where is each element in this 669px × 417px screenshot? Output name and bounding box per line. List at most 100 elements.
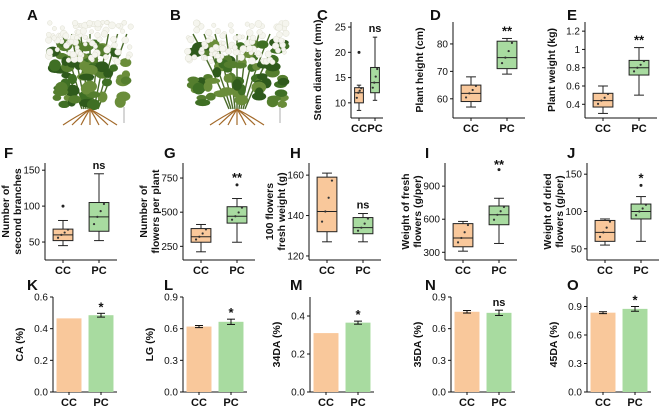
box-body: [226, 206, 248, 224]
x-tick-label: PC: [355, 265, 370, 277]
box-cc: [460, 76, 482, 108]
data-point: [603, 96, 606, 99]
plant-leaf: [52, 94, 62, 101]
flower-head: [184, 47, 192, 55]
data-point: [320, 220, 324, 223]
box-pc: [630, 183, 652, 242]
flower-head: [269, 59, 276, 65]
plant-leaf: [68, 95, 82, 104]
y-tick-label: 140: [287, 211, 304, 222]
y-tick-label: 1: [574, 45, 580, 56]
data-point: [596, 102, 600, 105]
data-point: [230, 218, 234, 221]
data-point: [600, 99, 603, 102]
flower-head: [94, 32, 101, 39]
flower-head: [227, 22, 234, 28]
plant-leaf: [255, 87, 264, 97]
plant-leaf: [223, 73, 233, 83]
bar-cc: [313, 333, 339, 392]
y-tick-label: 50: [571, 244, 583, 255]
flower-head: [249, 23, 255, 29]
x-tick-label: PC: [367, 123, 382, 135]
y-tick-label: 0.4: [291, 312, 305, 323]
panel-i: I 300 600 900 Weight of fresh flowers (g/per)…: [400, 145, 517, 277]
flower-head: [108, 21, 116, 30]
data-point: [96, 215, 99, 218]
bar-pc: [622, 308, 648, 392]
y-tick-label: 0.9: [432, 293, 446, 304]
plant-root: [71, 108, 91, 126]
box-body: [354, 87, 364, 104]
significance-label: *: [98, 299, 104, 314]
y-tick-label: 80: [437, 39, 449, 50]
flower-head: [191, 54, 198, 61]
data-point: [608, 220, 612, 223]
bar-cc: [186, 326, 212, 392]
flower-head: [59, 25, 65, 31]
y-tick-label: 900: [423, 182, 440, 193]
x-tick-label: PC: [229, 265, 244, 277]
bar-pc: [486, 312, 512, 392]
data-point: [639, 63, 642, 66]
x-tick-label: CC: [55, 265, 71, 277]
data-point: [92, 222, 96, 226]
y-tick-label: 150: [565, 170, 582, 181]
flower-head: [113, 58, 121, 66]
panel-n: N 0.0 0.3 0.6 0.9 35DA (%) CC PC ns: [412, 277, 515, 409]
y-tick-label: 0.0: [291, 388, 305, 399]
outlier-point: [497, 168, 501, 172]
flower-head: [244, 21, 250, 27]
significance-label: ns: [93, 160, 106, 172]
box-pc: [370, 36, 380, 101]
box-cc: [52, 204, 74, 247]
flower-head: [278, 37, 284, 44]
y-axis-label: 35DA (%): [412, 322, 424, 368]
flower-head: [93, 44, 98, 49]
photo-cc-plant: A: [27, 7, 136, 127]
y-tick-label: 300: [423, 248, 440, 259]
panel-label-d: D: [430, 7, 441, 24]
x-tick-label: CC: [61, 397, 77, 409]
data-point: [605, 226, 608, 229]
data-point: [237, 211, 240, 214]
data-point: [240, 206, 244, 209]
x-tick-label: PC: [223, 397, 238, 409]
x-tick-label: PC: [491, 265, 506, 277]
data-point: [376, 67, 379, 71]
box-body: [190, 228, 212, 243]
y-axis-label: 45DA (%): [548, 322, 560, 368]
y-tick-label: 150: [23, 166, 40, 177]
y-tick-label: 0.6: [34, 293, 48, 304]
data-point: [606, 92, 610, 96]
significance-label: ns: [369, 23, 382, 35]
flower-head: [102, 54, 109, 60]
panel-label-b: B: [170, 7, 181, 24]
data-point: [194, 238, 198, 241]
y-tick-label: 0.6: [164, 324, 178, 335]
flower-head: [121, 20, 127, 26]
data-point: [356, 229, 360, 232]
plant-leaf: [49, 59, 61, 72]
flower-head: [104, 20, 110, 25]
box-pc: [628, 47, 650, 96]
y-tick-label: 0.2: [34, 356, 48, 367]
plant-leaf: [257, 73, 268, 81]
panel-m: M 0.0 0.2 0.4 34DA (%) CC PC *: [271, 277, 374, 409]
data-point: [500, 62, 504, 65]
bar-cc: [590, 312, 616, 392]
bar-pc: [218, 321, 244, 392]
data-point: [460, 236, 463, 240]
y-tick-label: 70: [437, 67, 449, 78]
flower-head: [256, 29, 263, 36]
flower-head: [219, 32, 226, 39]
data-point: [638, 210, 641, 213]
x-tick-label: CC: [191, 397, 207, 409]
data-point: [496, 213, 499, 216]
outlier-point: [357, 50, 361, 54]
box-body: [370, 66, 380, 94]
y-axis-label: 100 flowers: [264, 183, 276, 240]
y-axis-label: fresh weight (g): [276, 172, 288, 250]
x-tick-label: PC: [350, 397, 365, 409]
plant-leaf: [192, 82, 205, 95]
